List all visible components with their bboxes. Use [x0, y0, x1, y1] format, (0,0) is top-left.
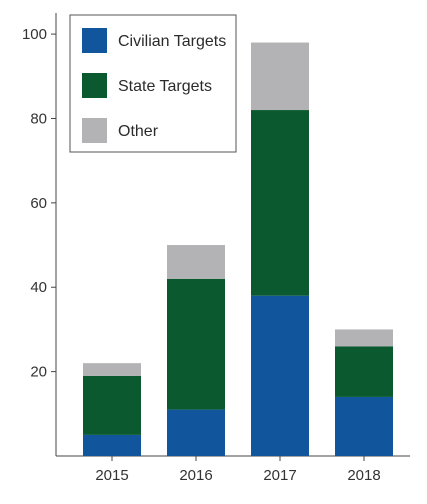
bar-segment — [167, 409, 225, 456]
legend-swatch — [82, 118, 107, 143]
legend-label: Other — [118, 123, 159, 140]
bar-segment — [251, 295, 309, 456]
legend-swatch — [82, 28, 107, 53]
bar-segment — [167, 245, 225, 279]
legend: Civilian Targets State Targets Other — [69, 14, 237, 153]
x-axis: 2015 2016 2017 2018 — [56, 455, 410, 484]
bar-segment — [83, 375, 141, 435]
bar-segment — [335, 329, 393, 347]
bar-segment — [83, 434, 141, 456]
bar-segment — [335, 396, 393, 456]
x-tick-label: 2015 — [95, 467, 128, 484]
legend-label: State Targets — [118, 78, 212, 95]
legend-label: Civilian Targets — [118, 33, 226, 50]
x-tick-label: 2018 — [347, 467, 380, 484]
bar-segment — [251, 42, 309, 111]
y-tick-label: 40 — [30, 279, 47, 296]
y-tick-label: 80 — [30, 110, 47, 127]
bar-segment — [167, 278, 225, 410]
y-tick-label: 20 — [30, 364, 47, 381]
bar-segment — [335, 346, 393, 397]
x-tick-label: 2017 — [263, 467, 296, 484]
y-axis: 20 40 60 80 100 — [22, 13, 57, 456]
x-tick-label: 2016 — [179, 467, 212, 484]
bar-segment — [251, 110, 309, 296]
bar-segment — [83, 363, 141, 376]
y-tick-label: 60 — [30, 195, 47, 212]
y-tick-label: 100 — [22, 26, 47, 43]
legend-swatch — [82, 73, 107, 98]
bars — [83, 42, 393, 456]
